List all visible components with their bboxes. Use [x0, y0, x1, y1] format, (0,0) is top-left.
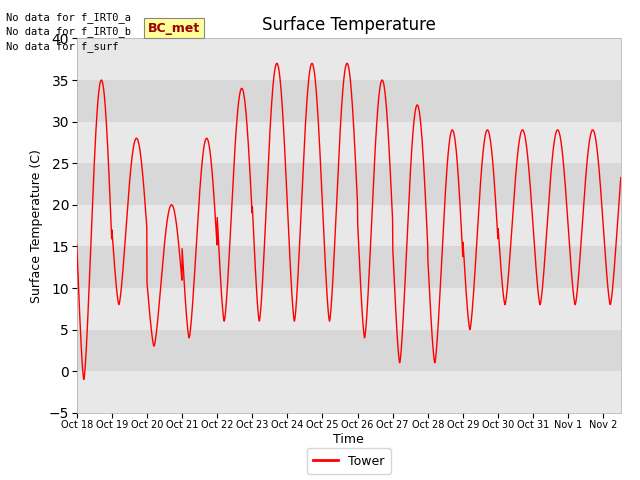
Y-axis label: Surface Temperature (C): Surface Temperature (C) [30, 149, 44, 302]
Bar [77, 80, 621, 121]
Bar [77, 246, 621, 288]
Title: Surface Temperature: Surface Temperature [262, 16, 436, 34]
Bar [77, 205, 621, 246]
Bar [77, 330, 621, 371]
Text: BC_met: BC_met [147, 22, 200, 35]
X-axis label: Time: Time [333, 433, 364, 446]
Text: No data for f_IRT0_a: No data for f_IRT0_a [6, 12, 131, 23]
Bar [77, 38, 621, 80]
Legend: Tower: Tower [307, 448, 391, 474]
Bar [77, 121, 621, 163]
Bar [77, 371, 621, 413]
Bar [77, 288, 621, 330]
Text: No data for f_IRT0_b: No data for f_IRT0_b [6, 26, 131, 37]
Bar [77, 163, 621, 205]
Text: No data for f_surf: No data for f_surf [6, 41, 119, 52]
